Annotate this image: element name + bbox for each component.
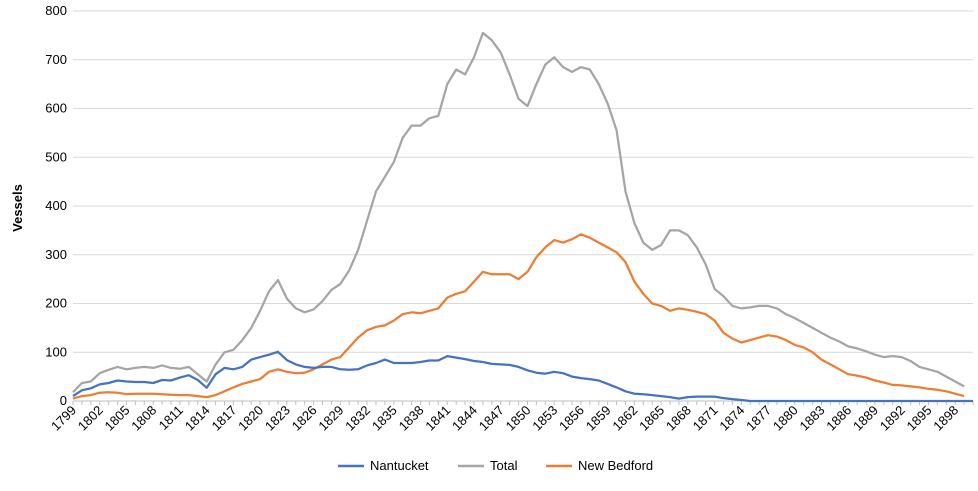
x-tick-label: 1862 <box>609 403 640 434</box>
x-tick-label: 1883 <box>797 403 828 434</box>
x-tick-label: 1847 <box>476 403 507 434</box>
x-tick-label: 1802 <box>75 403 106 434</box>
x-tick-label: 1898 <box>930 403 961 434</box>
x-tick-label: 1844 <box>449 403 480 434</box>
x-tick-label: 1874 <box>716 403 747 434</box>
y-tick-label: 700 <box>45 52 67 67</box>
x-tick-label: 1865 <box>636 403 667 434</box>
y-tick-label: 0 <box>60 393 67 408</box>
x-tick-label: 1853 <box>529 403 560 434</box>
series-lines <box>72 31 973 403</box>
x-tick-label: 1889 <box>850 403 881 434</box>
x-tick-label: 1829 <box>315 403 346 434</box>
x-tick-label: 1805 <box>102 403 133 434</box>
y-axis-label: Vessels <box>10 184 25 232</box>
x-tick-label: 1856 <box>556 403 587 434</box>
legend-label: New Bedford <box>578 458 653 473</box>
x-tick-label: 1808 <box>128 403 159 434</box>
y-tick-label: 500 <box>45 149 67 164</box>
x-tick-label: 1886 <box>823 403 854 434</box>
legend-label: Nantucket <box>370 458 429 473</box>
x-tick-label: 1826 <box>289 403 320 434</box>
x-tick-label: 1811 <box>156 403 186 433</box>
y-axis-ticks: 0 100 200 300 400 500 600 700 800 <box>45 3 67 408</box>
y-tick-label: 300 <box>45 247 67 262</box>
x-tick-label: 1850 <box>503 403 534 434</box>
x-tick-label: 1814 <box>182 403 213 434</box>
x-tick-label: 1817 <box>208 403 239 434</box>
x-tick-label: 1859 <box>583 403 614 434</box>
x-tick-label: 1868 <box>663 403 694 434</box>
series-line-nantucket <box>72 350 973 403</box>
y-tick-label: 100 <box>45 344 67 359</box>
legend-label: Total <box>490 458 518 473</box>
y-tick-label: 200 <box>45 296 67 311</box>
x-tick-label: 1820 <box>235 403 266 434</box>
x-tick-label: 1835 <box>369 403 400 434</box>
x-tick-label: 1799 <box>48 403 79 434</box>
x-tick-label: 1823 <box>262 403 293 434</box>
gridlines <box>73 10 973 353</box>
y-tick-label: 600 <box>45 101 67 116</box>
legend: Nantucket Total New Bedford <box>338 458 653 473</box>
series-line-new-bedford <box>72 233 965 400</box>
x-tick-label: 1838 <box>396 403 427 434</box>
x-tick-label: 1841 <box>422 403 453 434</box>
x-tick-label: 1877 <box>743 403 774 434</box>
x-tick-label: 1871 <box>690 403 721 434</box>
x-tick-label: 1832 <box>342 403 373 434</box>
y-tick-label: 400 <box>45 198 67 213</box>
y-tick-label: 800 <box>45 3 67 18</box>
x-axis-ticks: 1799180218051808181118141817182018231826… <box>48 403 961 434</box>
x-tick-label: 1892 <box>877 403 908 434</box>
x-tick-label: 1895 <box>904 403 935 434</box>
series-line-total <box>72 31 965 393</box>
x-tick-label: 1880 <box>770 403 801 434</box>
